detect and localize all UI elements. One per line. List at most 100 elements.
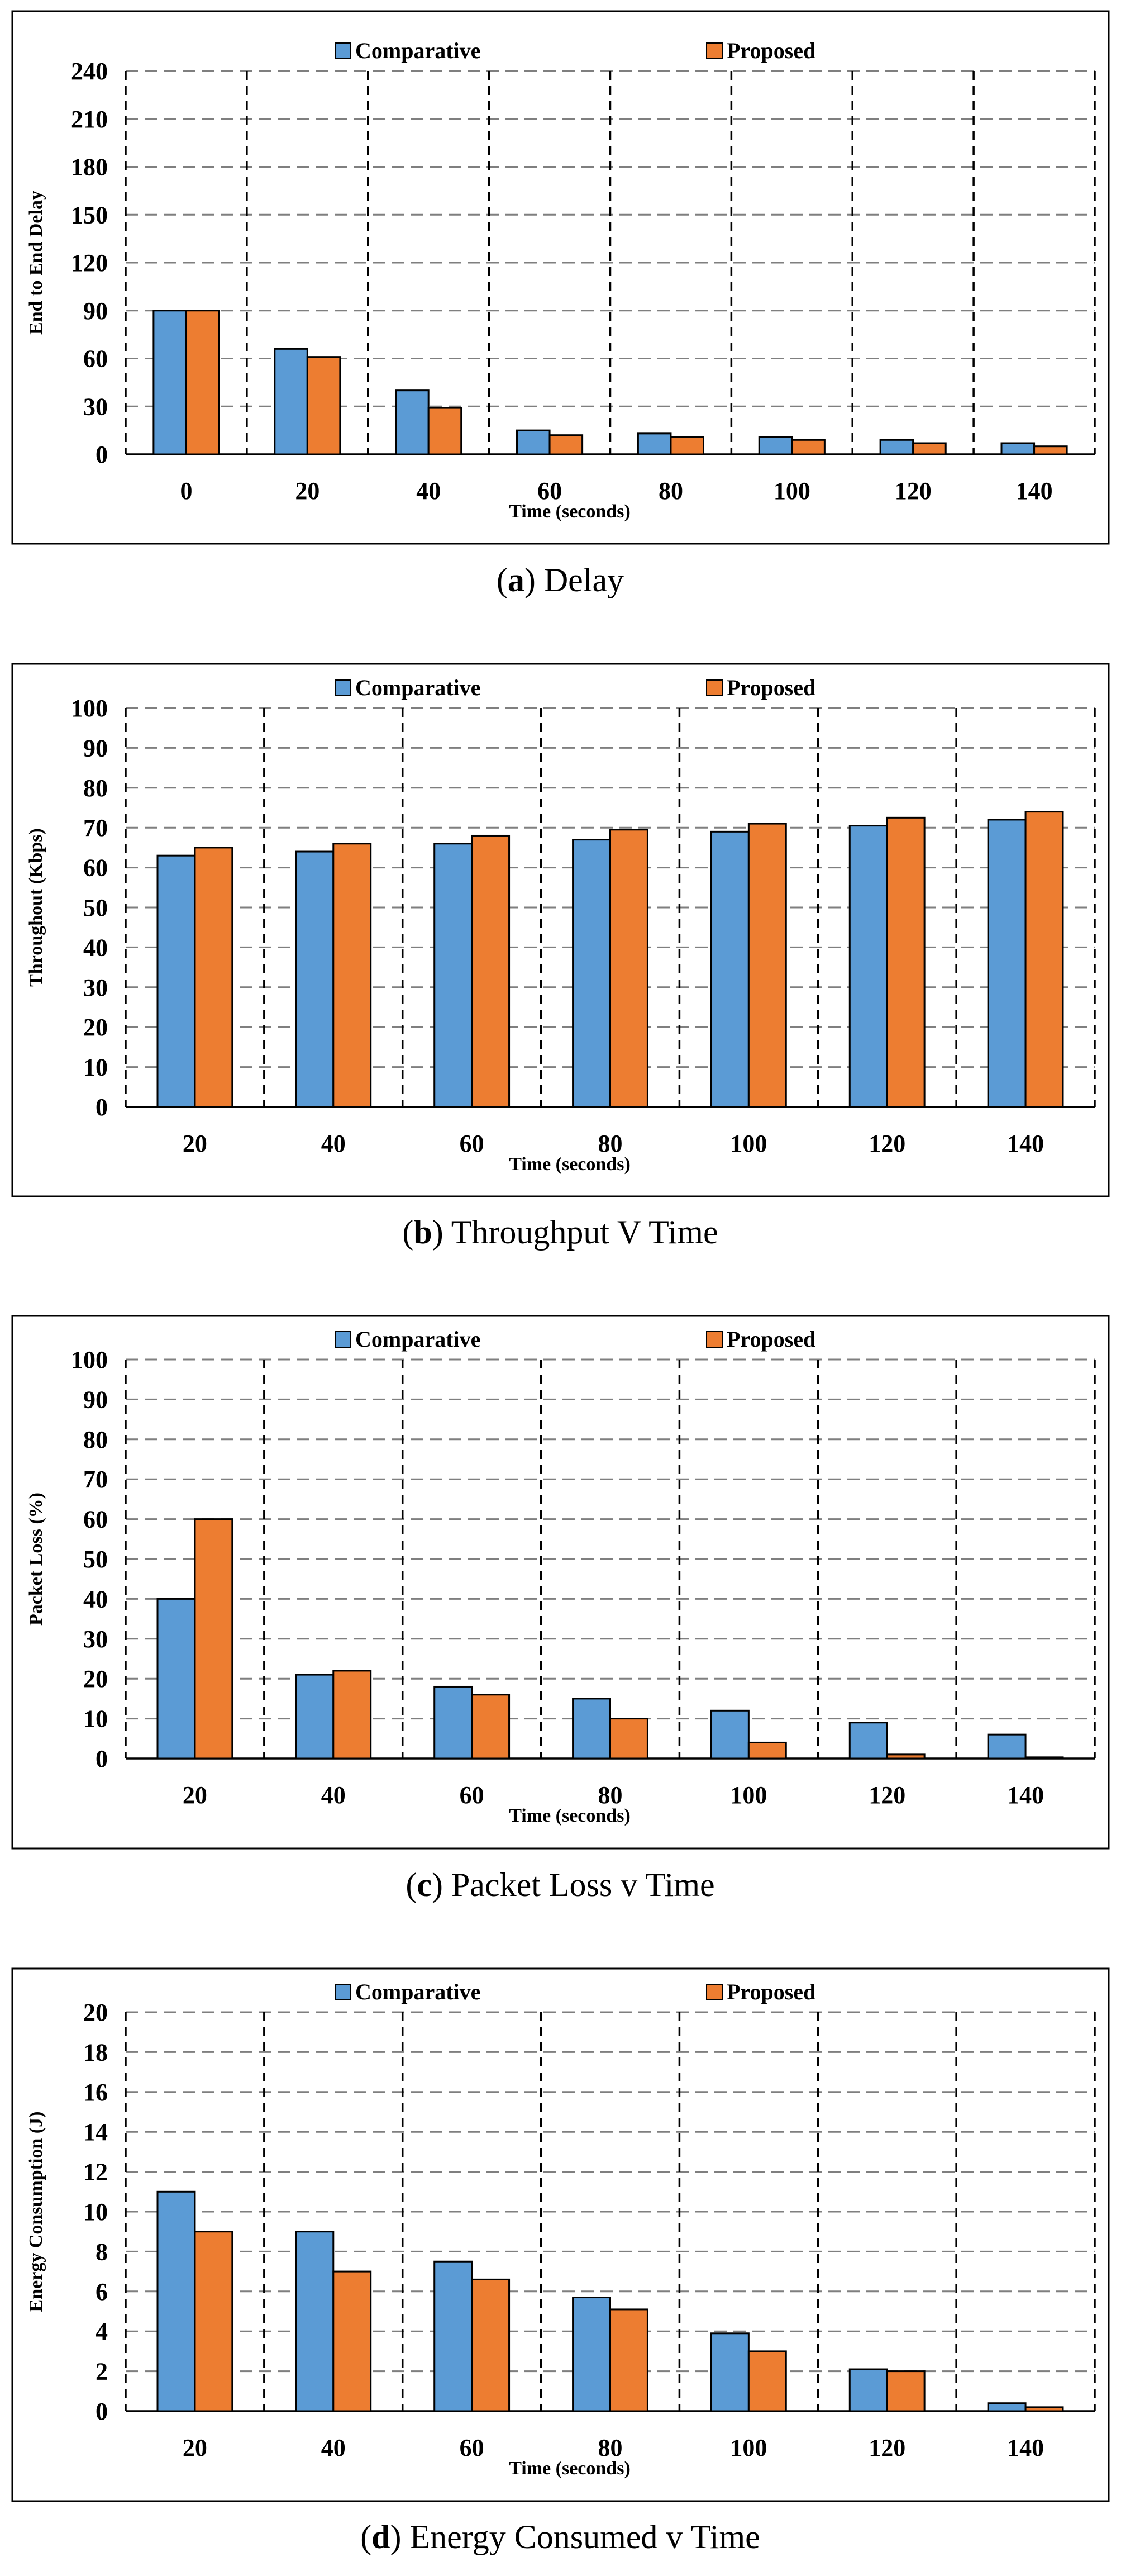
caption-paren-open: ( — [406, 1866, 417, 1903]
bar-comparative — [848, 1722, 888, 1760]
x-tick-label: 0 — [180, 477, 192, 505]
y-tick-label: 4 — [96, 2318, 108, 2345]
bar-proposed — [332, 843, 372, 1108]
y-tick-label: 30 — [83, 974, 108, 1001]
legend-swatch-proposed — [706, 42, 723, 59]
y-tick-label: 50 — [83, 1546, 108, 1573]
y-tick-label: 60 — [83, 854, 108, 882]
x-tick-label: 20 — [183, 2434, 207, 2461]
legend-label: Comparative — [355, 1327, 480, 1352]
bar-comparative — [295, 1674, 335, 1760]
bar-proposed — [747, 823, 787, 1108]
bar-proposed — [194, 847, 233, 1108]
bar-comparative — [710, 1709, 750, 1760]
bar-proposed — [791, 439, 826, 455]
legend: Comparative Proposed — [335, 675, 815, 700]
bar-comparative — [433, 2260, 473, 2412]
x-axis-title: Time (seconds) — [509, 1805, 631, 1826]
x-tick-label: 80 — [598, 1781, 623, 1809]
y-tick-label: 20 — [83, 1665, 108, 1693]
y-tick-label: 12 — [83, 2159, 108, 2186]
bar-proposed — [1024, 1756, 1064, 1760]
caption-letter: a — [508, 562, 524, 598]
legend-label: Comparative — [355, 1979, 480, 2004]
y-tick-label: 0 — [96, 1094, 108, 1121]
caption-text: Packet Loss v Time — [451, 1866, 715, 1903]
bar-proposed — [609, 829, 648, 1108]
x-tick-label: 20 — [295, 477, 319, 505]
x-tick-label: 120 — [869, 1130, 905, 1157]
y-tick-label: 0 — [96, 2398, 108, 2425]
bar-comparative — [987, 2402, 1027, 2412]
y-tick-label: 70 — [83, 814, 108, 842]
y-tick-label: 100 — [71, 695, 108, 722]
bar-comparative — [879, 439, 914, 455]
caption-paren-open: ( — [497, 562, 508, 598]
figure-caption: (a) Delay — [497, 562, 624, 598]
bar-proposed — [471, 834, 511, 1108]
y-tick-label: 70 — [83, 1466, 108, 1493]
bar-proposed — [185, 310, 220, 455]
legend-label: Proposed — [727, 675, 815, 700]
x-tick-label: 120 — [895, 477, 932, 505]
panel-frame — [11, 10, 1110, 545]
y-tick-label: 20 — [83, 1014, 108, 1041]
y-tick-label: 30 — [83, 393, 108, 420]
x-tick-label: 100 — [730, 2434, 767, 2461]
bar-comparative — [1000, 442, 1036, 455]
bar-proposed — [747, 2350, 787, 2412]
bar-proposed — [471, 2278, 511, 2412]
x-tick-label: 120 — [869, 1781, 905, 1809]
x-tick-label: 100 — [774, 477, 810, 505]
y-axis-title: End to End Delay — [26, 191, 46, 335]
legend-label: Comparative — [355, 38, 480, 63]
x-tick-label: 140 — [1007, 2434, 1044, 2461]
bar-proposed — [747, 1741, 787, 1760]
caption-paren-open: ( — [402, 1214, 413, 1251]
x-axis-title: Time (seconds) — [509, 1154, 631, 1175]
bar-comparative — [710, 2332, 750, 2412]
x-axis-title: Time (seconds) — [509, 501, 631, 522]
legend-swatch-comparative — [335, 679, 351, 696]
bar-comparative — [152, 310, 187, 455]
y-tick-label: 210 — [71, 106, 108, 133]
bar-comparative — [156, 2190, 196, 2412]
caption-paren-close: ) — [432, 1866, 451, 1903]
x-tick-label: 80 — [598, 1130, 623, 1157]
y-tick-label: 20 — [83, 1999, 108, 2026]
x-tick-label: 80 — [598, 2434, 623, 2461]
y-tick-label: 6 — [96, 2278, 108, 2306]
bar-proposed — [194, 2231, 233, 2412]
bar-comparative — [848, 2368, 888, 2412]
bar-comparative — [572, 2297, 612, 2412]
x-tick-label: 40 — [416, 477, 441, 505]
legend-label: Proposed — [727, 1327, 815, 1352]
y-tick-label: 80 — [83, 774, 108, 802]
legend-swatch-comparative — [335, 42, 351, 59]
bar-comparative — [710, 830, 750, 1108]
bar-proposed — [912, 442, 947, 455]
x-tick-label: 60 — [460, 1781, 484, 1809]
chart-panel-a: 0 30 60 90 120 150 180 210 240 0 20 40 60 80 100 120 140… — [11, 10, 1110, 545]
y-tick-label: 8 — [96, 2238, 108, 2265]
bar-comparative — [295, 850, 335, 1108]
bar-comparative — [156, 1598, 196, 1760]
caption-text: Throughput V Time — [451, 1214, 718, 1251]
legend-swatch-comparative — [335, 1984, 351, 2000]
legend-label: Proposed — [727, 38, 815, 63]
caption-text: Delay — [544, 562, 624, 598]
y-tick-label: 60 — [83, 1506, 108, 1533]
x-tick-label: 40 — [321, 1781, 346, 1809]
y-tick-label: 100 — [71, 1346, 108, 1373]
y-tick-label: 50 — [83, 894, 108, 921]
x-tick-label: 40 — [321, 1130, 346, 1157]
bar-proposed — [471, 1694, 511, 1760]
bar-comparative — [572, 1698, 612, 1760]
x-tick-label: 20 — [183, 1781, 207, 1809]
bar-proposed — [332, 1670, 372, 1760]
bar-comparative — [637, 432, 672, 455]
bar-proposed — [609, 1718, 648, 1760]
chart-panel-b: 0 10 20 30 40 50 60 70 80 90 100 20 40 60 80 100 120 140 T… — [11, 663, 1110, 1197]
caption-letter: b — [413, 1214, 432, 1251]
bar-proposed — [886, 816, 926, 1108]
